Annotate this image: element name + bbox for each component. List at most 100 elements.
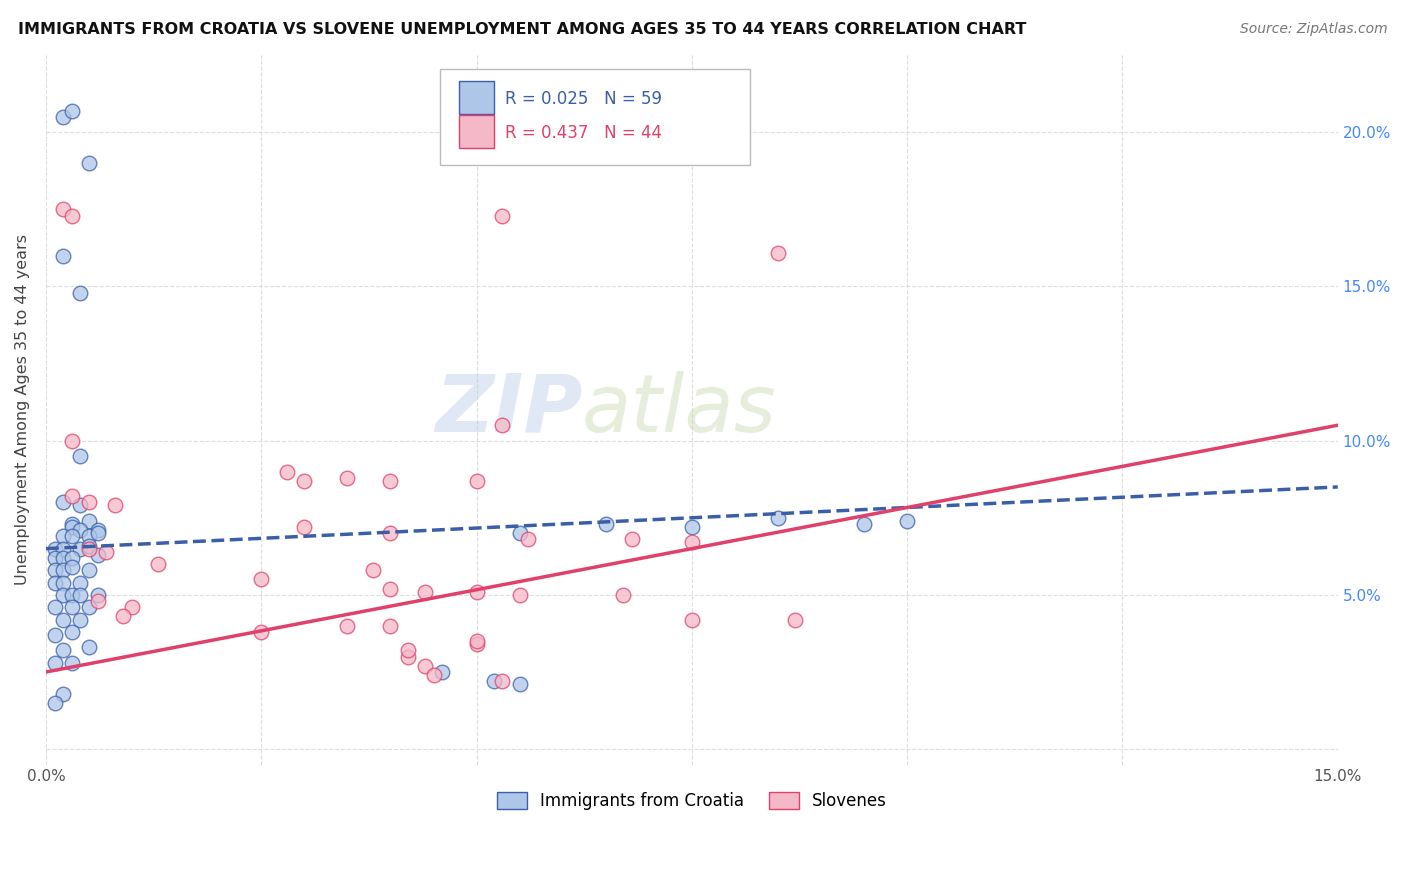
Point	[52, 249, 75, 263]
FancyBboxPatch shape	[440, 70, 749, 165]
Point	[292, 520, 315, 534]
Point	[250, 573, 273, 587]
Point	[292, 474, 315, 488]
Point	[276, 465, 298, 479]
Point	[413, 658, 436, 673]
Point	[413, 584, 436, 599]
Text: IMMIGRANTS FROM CROATIA VS SLOVENE UNEMPLOYMENT AMONG AGES 35 TO 44 YEARS CORREL: IMMIGRANTS FROM CROATIA VS SLOVENE UNEMP…	[18, 22, 1026, 37]
Point	[465, 634, 488, 648]
Point	[52, 613, 75, 627]
Point	[60, 656, 83, 670]
Point	[86, 594, 108, 608]
Point	[853, 516, 876, 531]
Point	[69, 499, 91, 513]
Point	[44, 550, 66, 565]
Point	[336, 618, 359, 632]
Point	[465, 637, 488, 651]
Point	[52, 643, 75, 657]
Point	[491, 209, 513, 223]
Point	[465, 474, 488, 488]
Point	[69, 613, 91, 627]
Point	[44, 563, 66, 577]
Point	[380, 618, 402, 632]
Point	[250, 624, 273, 639]
Point	[422, 668, 444, 682]
Text: atlas: atlas	[582, 371, 778, 449]
Point	[52, 495, 75, 509]
Point	[86, 523, 108, 537]
Point	[121, 600, 143, 615]
Point	[69, 588, 91, 602]
Point	[44, 541, 66, 556]
Point	[44, 600, 66, 615]
Point	[681, 535, 703, 549]
Point	[77, 514, 100, 528]
Point	[44, 656, 66, 670]
Point	[44, 628, 66, 642]
Point	[77, 600, 100, 615]
Point	[60, 516, 83, 531]
Point	[52, 563, 75, 577]
Point	[380, 582, 402, 596]
Point	[77, 156, 100, 170]
Point	[77, 539, 100, 553]
Point	[60, 209, 83, 223]
Point	[104, 499, 127, 513]
Point	[52, 550, 75, 565]
Point	[52, 575, 75, 590]
Point	[96, 544, 118, 558]
Point	[482, 674, 505, 689]
Point	[69, 575, 91, 590]
Point	[380, 474, 402, 488]
Point	[396, 649, 419, 664]
Point	[465, 584, 488, 599]
Text: Source: ZipAtlas.com: Source: ZipAtlas.com	[1240, 22, 1388, 37]
Point	[361, 563, 384, 577]
Point	[86, 588, 108, 602]
Point	[430, 665, 453, 679]
Legend: Immigrants from Croatia, Slovenes: Immigrants from Croatia, Slovenes	[489, 785, 894, 816]
Point	[77, 541, 100, 556]
Point	[491, 418, 513, 433]
Point	[52, 588, 75, 602]
Text: R = 0.025   N = 59: R = 0.025 N = 59	[505, 90, 662, 108]
FancyBboxPatch shape	[460, 115, 495, 148]
Point	[509, 677, 531, 691]
Point	[612, 588, 634, 602]
FancyBboxPatch shape	[460, 80, 495, 114]
Point	[60, 600, 83, 615]
Point	[60, 624, 83, 639]
Point	[52, 110, 75, 124]
Point	[681, 613, 703, 627]
Point	[52, 687, 75, 701]
Point	[86, 526, 108, 541]
Point	[620, 533, 643, 547]
Point	[766, 510, 789, 524]
Point	[44, 696, 66, 710]
Text: R = 0.437   N = 44: R = 0.437 N = 44	[505, 124, 662, 142]
Point	[396, 643, 419, 657]
Point	[766, 245, 789, 260]
Point	[86, 548, 108, 562]
Point	[60, 588, 83, 602]
Point	[69, 523, 91, 537]
Point	[52, 541, 75, 556]
Point	[681, 520, 703, 534]
Point	[785, 613, 807, 627]
Point	[509, 588, 531, 602]
Point	[52, 529, 75, 543]
Point	[60, 103, 83, 118]
Y-axis label: Unemployment Among Ages 35 to 44 years: Unemployment Among Ages 35 to 44 years	[15, 235, 30, 585]
Point	[491, 674, 513, 689]
Point	[77, 495, 100, 509]
Point	[52, 202, 75, 217]
Point	[380, 526, 402, 541]
Point	[60, 550, 83, 565]
Point	[60, 434, 83, 448]
Point	[336, 471, 359, 485]
Point	[60, 520, 83, 534]
Point	[146, 557, 169, 571]
Point	[517, 533, 540, 547]
Point	[509, 526, 531, 541]
Point	[69, 541, 91, 556]
